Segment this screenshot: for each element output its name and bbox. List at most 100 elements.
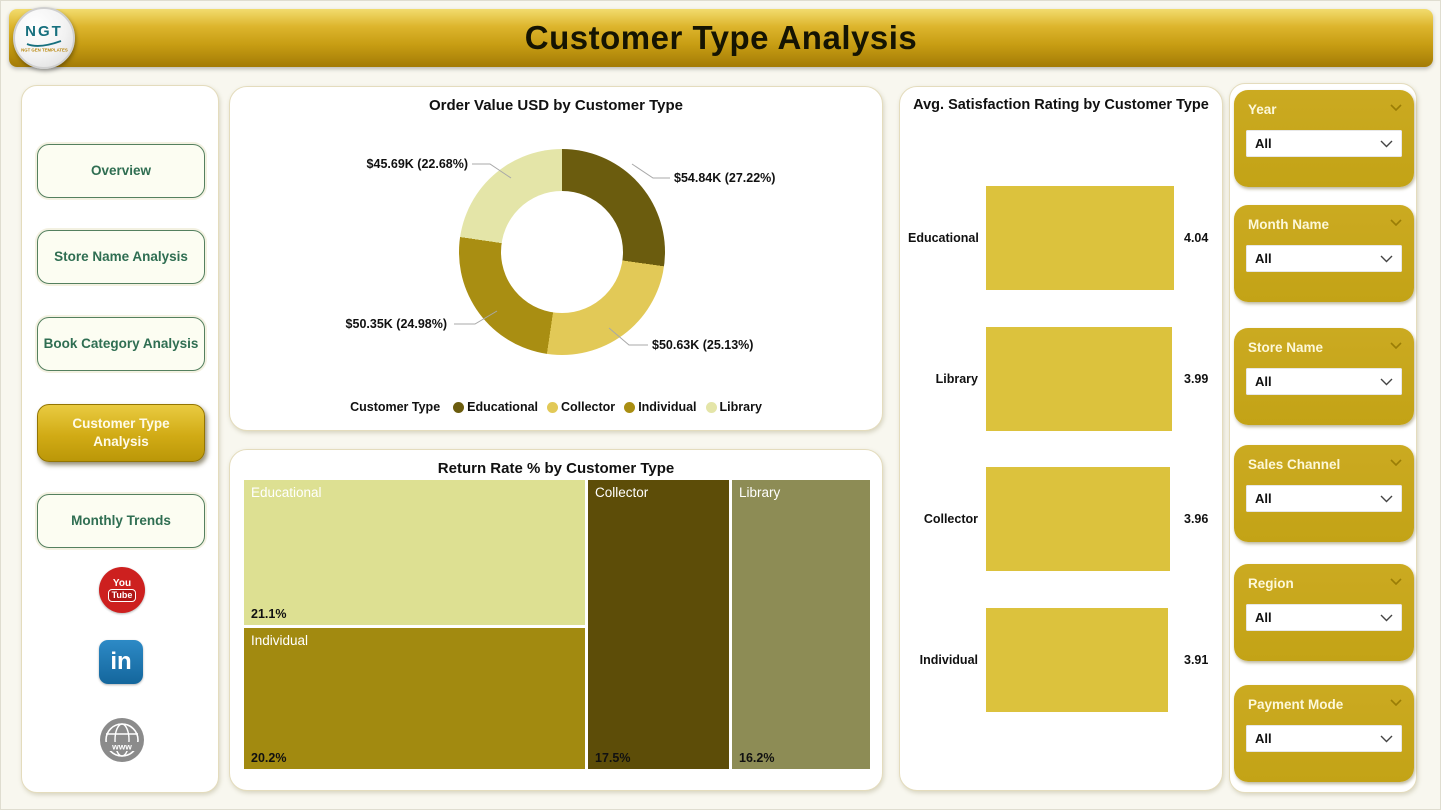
- legend-dot: [547, 401, 558, 413]
- filter-label: Month Name: [1248, 217, 1329, 232]
- dropdown-value: All: [1255, 374, 1272, 389]
- tile-name: Individual: [251, 633, 309, 648]
- chevron-down-icon[interactable]: [1390, 699, 1402, 706]
- chevron-down-icon: [1380, 614, 1393, 622]
- youtube-text: You: [112, 577, 132, 589]
- sidebar-item-book-category-analysis[interactable]: Book Category Analysis: [37, 317, 205, 371]
- donut-label-collector: $50.63K (25.13%): [652, 338, 754, 352]
- bar-chart-title: Avg. Satisfaction Rating by Customer Typ…: [913, 97, 1209, 113]
- dropdown-value: All: [1255, 136, 1272, 151]
- filter-panel: Year All Month Name All Store Name All: [1229, 83, 1417, 793]
- youtube-icon[interactable]: You Tube: [99, 567, 145, 613]
- bar-category-label: Library: [935, 372, 978, 386]
- legend-label: Library: [719, 400, 762, 414]
- donut-chart-card: Order Value USD by Customer Type $45.69K…: [229, 86, 883, 431]
- filter-label: Sales Channel: [1248, 457, 1341, 472]
- sidebar-item-store-name-analysis[interactable]: Store Name Analysis: [37, 230, 205, 284]
- bar-library[interactable]: [986, 327, 1172, 431]
- bar-category-label: Collector: [923, 512, 978, 526]
- chevron-down-icon: [1380, 140, 1393, 148]
- donut-chart-title: Order Value USD by Customer Type: [429, 97, 683, 114]
- chevron-down-icon[interactable]: [1390, 459, 1402, 466]
- donut-chart[interactable]: [459, 149, 665, 355]
- legend-dot: [705, 401, 717, 413]
- filter-month-name: Month Name All: [1234, 205, 1414, 302]
- legend-label: Educational: [467, 400, 538, 414]
- filter-label: Store Name: [1248, 340, 1324, 355]
- svg-text:www: www: [111, 742, 132, 752]
- treemap-tile-library[interactable]: Library 16.2%: [732, 480, 870, 769]
- tile-value: 16.2%: [739, 751, 775, 765]
- chevron-down-icon[interactable]: [1390, 578, 1402, 585]
- month-name-dropdown[interactable]: All: [1246, 245, 1402, 272]
- bar-track: [986, 467, 1174, 571]
- legend-label: Collector: [561, 400, 616, 414]
- chevron-down-icon[interactable]: [1390, 342, 1402, 349]
- bar-individual[interactable]: [986, 608, 1168, 712]
- logo-subtext: NGT GEN TEMPLATES: [20, 48, 68, 53]
- donut-legend: Customer Type Educational Collector Indi…: [230, 400, 882, 414]
- page-title: Customer Type Analysis: [524, 19, 918, 56]
- chevron-down-icon: [1380, 495, 1393, 503]
- bar-row-educational: Educational 4.04: [908, 186, 1216, 290]
- bar-category-label: Individual: [919, 653, 978, 667]
- treemap-tile-educational[interactable]: Educational 21.1%: [244, 480, 585, 625]
- treemap-tile-collector[interactable]: Collector 17.5%: [588, 480, 729, 769]
- sales-channel-dropdown[interactable]: All: [1246, 485, 1402, 512]
- sidebar-item-label: Book Category Analysis: [43, 336, 199, 352]
- tile-name: Collector: [595, 485, 649, 500]
- dropdown-value: All: [1255, 610, 1272, 625]
- sidebar-item-label: Overview: [90, 163, 152, 179]
- bar-collector[interactable]: [986, 467, 1171, 571]
- tile-value: 21.1%: [251, 607, 287, 621]
- region-dropdown[interactable]: All: [1246, 604, 1402, 631]
- filter-year: Year All: [1234, 90, 1414, 187]
- bar-value-label: 3.96: [1184, 512, 1209, 526]
- legend-dot: [624, 401, 636, 413]
- header-banner: Customer Type Analysis: [9, 9, 1433, 67]
- tile-name: Library: [739, 485, 781, 500]
- legend-item-collector[interactable]: Collector: [547, 400, 615, 414]
- logo-text: NGT: [25, 22, 63, 40]
- bar-value-label: 4.04: [1184, 231, 1209, 245]
- globe-graphic: www: [100, 718, 144, 762]
- treemap-tile-individual[interactable]: Individual 20.2%: [244, 628, 585, 769]
- donut-hole: [501, 191, 623, 313]
- legend-dot: [453, 401, 465, 413]
- chevron-down-icon[interactable]: [1390, 219, 1402, 226]
- tile-name: Educational: [251, 485, 322, 500]
- sidebar-item-label: Customer Type Analysis: [72, 416, 170, 449]
- legend-item-educational[interactable]: Educational: [453, 400, 538, 414]
- filter-label: Payment Mode: [1248, 697, 1344, 712]
- donut-label-library: $45.69K (22.68%): [366, 157, 468, 171]
- tile-value: 20.2%: [251, 751, 287, 765]
- bar-row-library: Library 3.99: [908, 327, 1216, 431]
- year-dropdown[interactable]: All: [1246, 130, 1402, 157]
- tile-value: 17.5%: [595, 751, 631, 765]
- sidebar-item-monthly-trends[interactable]: Monthly Trends: [37, 494, 205, 548]
- filter-label: Region: [1248, 576, 1294, 591]
- bar-educational[interactable]: [986, 186, 1174, 290]
- website-globe-icon[interactable]: www: [99, 717, 145, 763]
- filter-region: Region All: [1234, 564, 1414, 661]
- linkedin-icon[interactable]: in: [99, 640, 143, 684]
- chevron-down-icon[interactable]: [1390, 104, 1402, 111]
- legend-item-individual[interactable]: Individual: [624, 400, 697, 414]
- sidebar-item-customer-type-analysis[interactable]: Customer Type Analysis: [37, 404, 205, 462]
- chevron-down-icon: [1380, 255, 1393, 263]
- bar-row-collector: Collector 3.96: [908, 467, 1216, 571]
- legend-item-library[interactable]: Library: [705, 400, 762, 414]
- ngt-logo: NGT NGT GEN TEMPLATES: [13, 7, 75, 69]
- payment-mode-dropdown[interactable]: All: [1246, 725, 1402, 752]
- dropdown-value: All: [1255, 731, 1272, 746]
- linkedin-text: in: [110, 648, 132, 675]
- youtube-text: Tube: [107, 588, 137, 602]
- store-name-dropdown[interactable]: All: [1246, 368, 1402, 395]
- bar-chart-card: Avg. Satisfaction Rating by Customer Typ…: [899, 86, 1223, 791]
- bar-category-label: Educational: [908, 231, 979, 245]
- sidebar-item-overview[interactable]: Overview: [37, 144, 205, 198]
- treemap-title: Return Rate % by Customer Type: [437, 460, 675, 477]
- bar-row-individual: Individual 3.91: [908, 608, 1216, 712]
- bar-value-label: 3.99: [1184, 372, 1209, 386]
